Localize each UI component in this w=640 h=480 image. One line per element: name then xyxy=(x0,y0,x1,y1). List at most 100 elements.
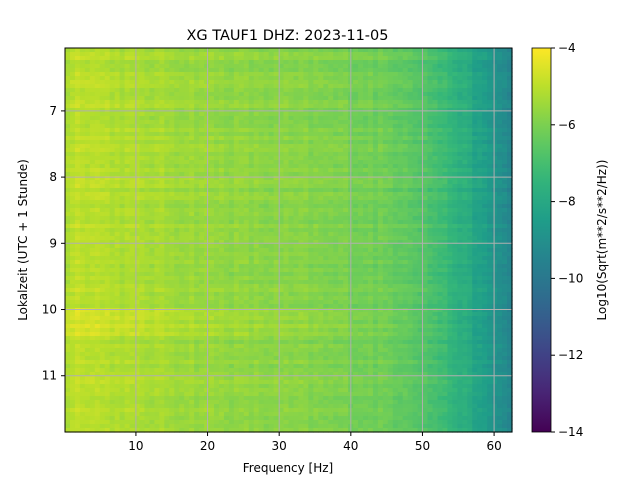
spectrogram-cell xyxy=(169,72,175,77)
spectrogram-cell xyxy=(372,188,379,193)
spectrogram-cell xyxy=(223,64,230,69)
spectrogram-cell xyxy=(189,108,195,113)
spectrogram-cell xyxy=(358,232,364,237)
spectrogram-cell xyxy=(293,140,300,145)
spectrogram-cell xyxy=(318,120,324,125)
spectrogram-cell xyxy=(268,200,275,205)
spectrogram-cell xyxy=(288,156,295,161)
spectrogram-cell xyxy=(293,64,300,69)
spectrogram-cell xyxy=(397,56,404,61)
spectrogram-cell xyxy=(154,148,160,153)
spectrogram-cell xyxy=(452,64,458,69)
spectrogram-cell xyxy=(89,104,96,109)
spectrogram-cell xyxy=(218,88,225,93)
spectrogram-cell xyxy=(487,88,493,93)
spectrogram-cell xyxy=(209,260,215,265)
spectrogram-cell xyxy=(124,172,131,177)
spectrogram-cell xyxy=(382,140,389,145)
spectrogram-cell xyxy=(139,108,146,113)
spectrogram-cell xyxy=(84,84,91,89)
spectrogram-cell xyxy=(288,220,295,225)
spectrogram-cell xyxy=(119,264,126,269)
spectrogram-cell xyxy=(194,84,200,89)
spectrogram-cell xyxy=(104,148,111,153)
spectrogram-cell xyxy=(184,172,190,177)
spectrogram-cell xyxy=(392,172,399,177)
spectrogram-cell xyxy=(402,144,409,149)
spectrogram-cell xyxy=(318,72,324,77)
spectrogram-cell xyxy=(477,176,483,181)
spectrogram-cell xyxy=(248,104,255,109)
spectrogram-cell xyxy=(134,132,141,137)
spectrogram-cell xyxy=(164,180,170,185)
spectrogram-cell xyxy=(472,104,478,109)
spectrogram-cell xyxy=(387,100,394,105)
spectrogram-cell xyxy=(452,56,458,61)
spectrogram-cell xyxy=(288,52,295,57)
spectrogram-cell xyxy=(367,228,374,233)
spectrogram-cell xyxy=(313,184,319,189)
spectrogram-cell xyxy=(209,268,215,273)
spectrogram-cell xyxy=(462,260,468,265)
spectrogram-cell xyxy=(363,132,369,137)
spectrogram-cell xyxy=(228,104,235,109)
spectrogram-cell xyxy=(258,212,265,217)
spectrogram-cell xyxy=(179,260,185,265)
spectrogram-cell xyxy=(159,144,165,149)
spectrogram-cell xyxy=(397,172,404,177)
spectrogram-cell xyxy=(382,232,389,237)
spectrogram-cell xyxy=(358,256,364,261)
spectrogram-cell xyxy=(308,128,314,133)
spectrogram-cell xyxy=(363,112,369,117)
spectrogram-cell xyxy=(74,160,81,165)
spectrogram-cell xyxy=(487,160,493,165)
spectrogram-cell xyxy=(333,220,339,225)
spectrogram-cell xyxy=(442,120,449,125)
spectrogram-cell xyxy=(492,60,498,65)
spectrogram-cell xyxy=(263,96,270,101)
spectrogram-cell xyxy=(367,256,374,261)
spectrogram-cell xyxy=(392,76,399,81)
spectrogram-cell xyxy=(268,180,275,185)
spectrogram-cell xyxy=(218,148,225,153)
spectrogram-cell xyxy=(333,248,339,253)
spectrogram-cell xyxy=(482,188,488,193)
spectrogram-cell xyxy=(189,224,195,229)
spectrogram-cell xyxy=(278,56,285,61)
spectrogram-cell xyxy=(412,240,419,245)
spectrogram-cell xyxy=(343,260,349,265)
spectrogram-cell xyxy=(199,244,205,249)
spectrogram-cell xyxy=(109,56,116,61)
spectrogram-cell xyxy=(333,88,339,93)
spectrogram-cell xyxy=(353,88,359,93)
spectrogram-cell xyxy=(338,252,344,257)
spectrogram-cell xyxy=(184,80,190,85)
spectrogram-cell xyxy=(497,220,503,225)
spectrogram-cell xyxy=(243,52,250,57)
spectrogram-cell xyxy=(343,108,349,113)
spectrogram-cell xyxy=(228,120,235,125)
spectrogram-cell xyxy=(377,208,384,213)
spectrogram-cell xyxy=(293,100,300,105)
spectrogram-cell xyxy=(209,132,215,137)
spectrogram-cell xyxy=(273,144,280,149)
spectrogram-cell xyxy=(492,184,498,189)
spectrogram-cell xyxy=(238,84,245,89)
spectrogram-cell xyxy=(65,112,71,117)
spectrogram-cell xyxy=(233,248,240,253)
spectrogram-cell xyxy=(233,140,240,145)
spectrogram-cell xyxy=(154,200,160,205)
spectrogram-cell xyxy=(179,200,185,205)
spectrogram-cell xyxy=(154,160,160,165)
spectrogram-cell xyxy=(228,148,235,153)
spectrogram-cell xyxy=(169,184,175,189)
spectrogram-cell xyxy=(233,244,240,249)
spectrogram-cell xyxy=(377,184,384,189)
spectrogram-cell xyxy=(432,120,439,125)
spectrogram-cell xyxy=(164,200,170,205)
spectrogram-cell xyxy=(174,180,180,185)
spectrogram-cell xyxy=(482,224,488,229)
spectrogram-cell xyxy=(487,52,493,57)
spectrogram-cell xyxy=(79,260,86,265)
spectrogram-cell xyxy=(248,172,255,177)
